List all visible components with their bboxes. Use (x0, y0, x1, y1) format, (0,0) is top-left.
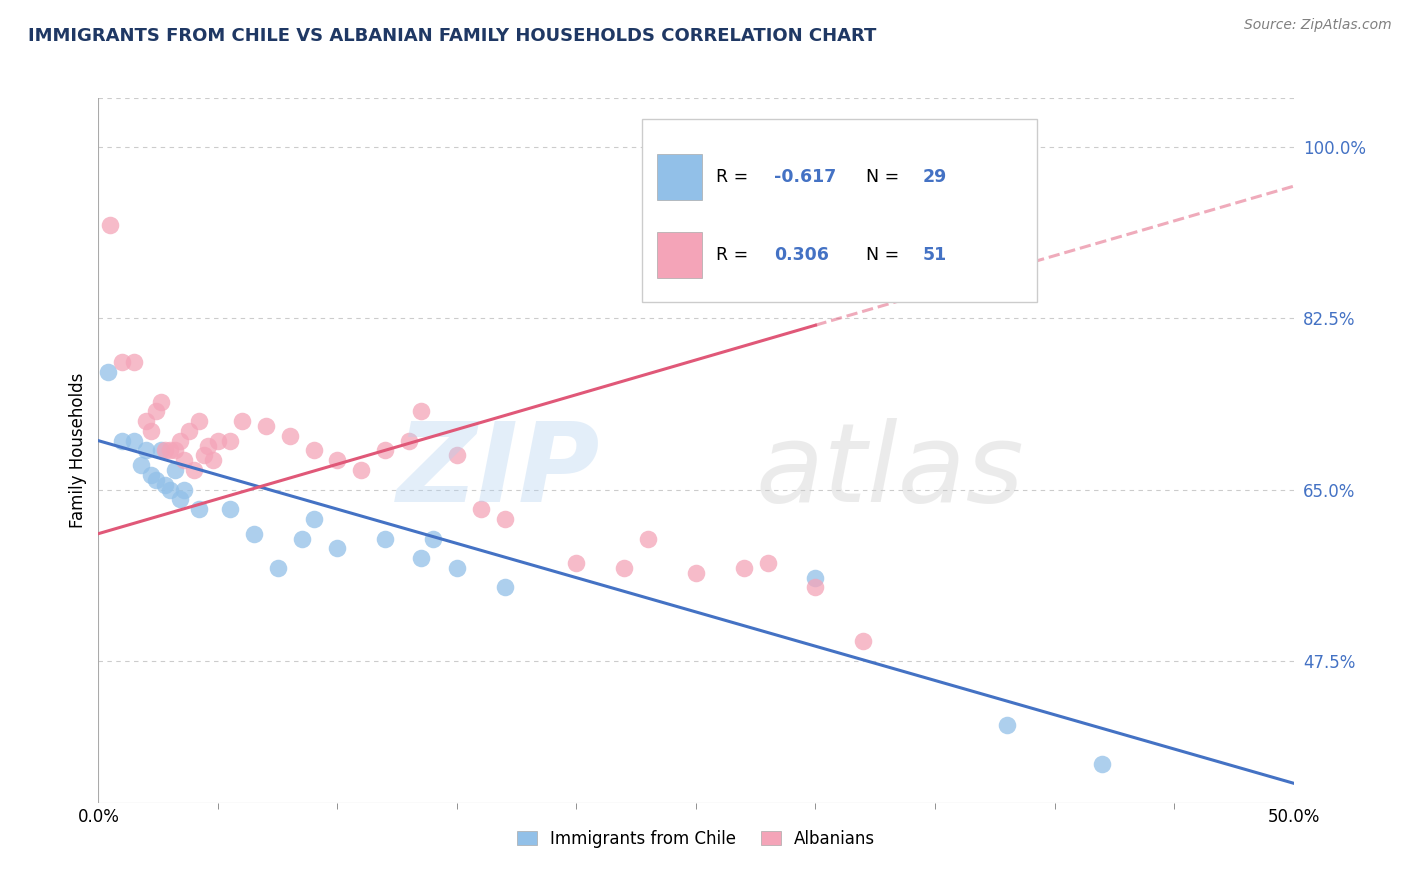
Point (145, 404, 167, 418)
Point (733, 561, 755, 575)
Point (470, 502, 492, 516)
Point (169, 492, 191, 507)
FancyBboxPatch shape (657, 232, 702, 277)
Point (173, 483, 195, 497)
Text: 51: 51 (922, 245, 948, 263)
Text: atlas: atlas (756, 418, 1025, 525)
Legend: Immigrants from Chile, Albanians: Immigrants from Chile, Albanians (510, 823, 882, 855)
Point (398, 434, 420, 448)
Point (173, 453, 195, 467)
Point (804, 581, 827, 595)
Point (187, 414, 209, 428)
Point (756, 556, 779, 570)
Point (219, 502, 242, 516)
Point (135, 414, 157, 428)
Point (124, 434, 146, 448)
Point (494, 512, 516, 526)
Text: -0.617: -0.617 (773, 168, 837, 186)
Point (187, 502, 209, 516)
Point (197, 439, 219, 453)
Point (98, 219, 122, 233)
Point (111, 355, 134, 369)
Point (637, 532, 659, 546)
Point (302, 512, 325, 526)
Point (111, 434, 134, 448)
Point (179, 424, 201, 438)
Point (155, 477, 177, 491)
Point (613, 561, 636, 575)
Text: R =: R = (716, 168, 754, 186)
Text: N =: N = (866, 168, 904, 186)
Point (995, 717, 1018, 731)
Point (207, 434, 229, 448)
Point (374, 532, 396, 546)
Point (494, 581, 516, 595)
Point (131, 458, 153, 472)
Point (1091, 756, 1114, 771)
Point (804, 571, 827, 585)
Point (135, 443, 157, 458)
FancyBboxPatch shape (643, 120, 1036, 302)
Point (350, 463, 373, 477)
Point (278, 429, 301, 443)
Point (302, 443, 325, 458)
Point (374, 443, 396, 458)
Point (169, 434, 191, 448)
FancyBboxPatch shape (657, 154, 702, 201)
Point (97, 365, 120, 379)
Text: IMMIGRANTS FROM CHILE VS ALBANIAN FAMILY HOUSEHOLDS CORRELATION CHART: IMMIGRANTS FROM CHILE VS ALBANIAN FAMILY… (28, 27, 876, 45)
Point (243, 526, 266, 541)
Point (145, 473, 167, 487)
Point (202, 453, 225, 467)
Point (124, 355, 146, 369)
Point (139, 424, 162, 438)
Point (183, 463, 205, 477)
Text: Source: ZipAtlas.com: Source: ZipAtlas.com (1244, 18, 1392, 32)
Point (149, 394, 172, 409)
Point (267, 561, 290, 575)
Text: 0.306: 0.306 (773, 245, 828, 263)
Point (155, 443, 177, 458)
Point (565, 556, 588, 570)
Y-axis label: Family Households: Family Households (69, 373, 87, 528)
Point (326, 541, 349, 556)
Text: ZIP: ZIP (396, 418, 600, 525)
Point (291, 532, 314, 546)
Point (159, 443, 181, 458)
Text: 29: 29 (922, 168, 948, 186)
Point (231, 414, 253, 428)
Point (163, 463, 186, 477)
Point (149, 443, 172, 458)
Point (159, 483, 181, 497)
Point (446, 448, 468, 462)
Point (685, 566, 707, 580)
Point (411, 404, 433, 418)
Point (326, 453, 349, 467)
Point (139, 467, 162, 482)
Point (193, 448, 215, 462)
Point (254, 419, 277, 434)
Text: N =: N = (866, 245, 904, 263)
Point (411, 551, 433, 566)
Point (422, 532, 444, 546)
Point (163, 443, 186, 458)
Point (219, 434, 242, 448)
Point (446, 561, 468, 575)
Point (852, 634, 875, 648)
Text: R =: R = (716, 245, 754, 263)
